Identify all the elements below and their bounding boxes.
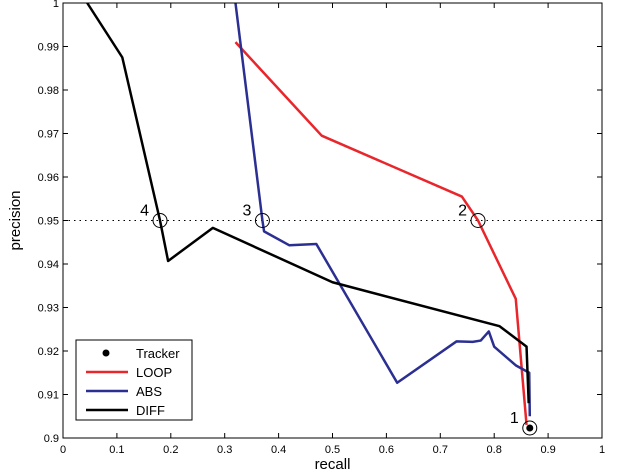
annotation-label-2: 2	[458, 203, 467, 220]
annotation-circle-3	[254, 213, 270, 228]
series-layer	[86, 2, 532, 426]
series-line-diff	[86, 2, 530, 404]
annotation-layer: 1 2 3 4	[140, 203, 538, 436]
y-tick-label: 0.9	[44, 433, 59, 445]
annotation-circle-4	[152, 213, 168, 228]
x-tick-label: 0.4	[271, 444, 286, 456]
axes-layer: 0 0.1 0.2 0.3 0.4 0.5 0.6 0.7 0.8 0.9 10.90.910.92…	[38, 0, 605, 456]
legend-box	[75, 339, 193, 421]
legend: Tracker LOOP ABS DIFF	[75, 339, 193, 421]
x-tick-label: 1	[599, 444, 605, 456]
legend-label-tracker: Tracker	[136, 346, 180, 361]
x-tick-label: 0.5	[325, 444, 340, 456]
series-line-loop	[234, 41, 528, 426]
annotation-circle-2	[470, 213, 486, 228]
annotation-label-3: 3	[243, 203, 252, 220]
y-axis-label: precision	[7, 190, 24, 250]
annotation-label-4: 4	[140, 203, 149, 220]
annotation-label-1: 1	[510, 410, 519, 427]
x-tick-label: 0.2	[163, 444, 178, 456]
y-tick-label: 0.94	[38, 259, 59, 271]
x-axis-label: recall	[315, 456, 351, 471]
series-line-abs	[234, 2, 532, 417]
y-tick-label: 0.98	[38, 85, 59, 97]
x-tick-label: 0.7	[433, 444, 448, 456]
legend-label-diff: DIFF	[136, 403, 165, 418]
y-tick-label: 0.93	[38, 303, 59, 315]
y-tick-label: 0.95	[38, 216, 59, 228]
y-tick-label: 0.97	[38, 129, 59, 141]
y-tick-label: 0.91	[38, 390, 59, 402]
x-tick-label: 0.9	[540, 444, 555, 456]
x-tick-label: 0.6	[379, 444, 394, 456]
tracker-point	[526, 424, 534, 432]
annotation-circle-1	[522, 420, 538, 436]
x-tick-label: 0.3	[217, 444, 232, 456]
y-tick-label: 0.92	[38, 346, 59, 358]
x-tick-label: 0	[60, 444, 66, 456]
legend-marker-tracker	[102, 349, 110, 357]
legend-label-loop: LOOP	[136, 365, 172, 380]
legend-label-abs: ABS	[136, 384, 162, 399]
x-tick-label: 0.8	[487, 444, 502, 456]
y-tick-label: 0.96	[38, 172, 59, 184]
x-tick-label: 0.1	[109, 444, 124, 456]
y-tick-label: 1	[53, 0, 59, 10]
y-tick-label: 0.99	[38, 42, 59, 54]
